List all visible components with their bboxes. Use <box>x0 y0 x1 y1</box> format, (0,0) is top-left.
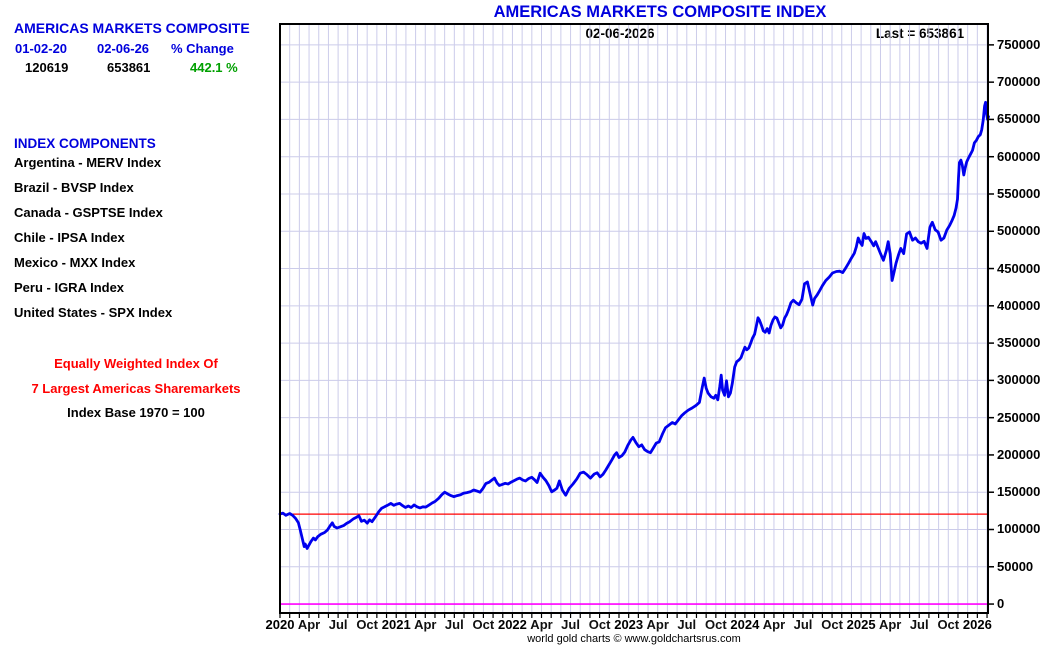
x-tick-label-month: Oct <box>472 617 495 632</box>
x-tick-label-year: 2021 <box>381 617 411 632</box>
y-tick-label: 350000 <box>997 335 1041 351</box>
x-tick-label-month: Apr <box>414 617 437 632</box>
panel-title: AMERICAS MARKETS COMPOSITE <box>14 20 250 36</box>
component-united-states: United States - SPX Index <box>14 305 173 320</box>
x-axis-labels: 2020 Apr Jul Oct 2021 Apr Jul Oct 2022 Apr Jul Oct 2… <box>266 617 1000 635</box>
start-value: 120619 <box>25 60 69 75</box>
y-tick-label: 600000 <box>997 148 1041 164</box>
y-tick-label: 450000 <box>997 260 1041 276</box>
x-tick-label-month: Oct <box>588 617 611 632</box>
x-tick-label-month: Apr <box>878 617 902 632</box>
x-tick-label-month: Oct <box>704 617 727 632</box>
y-tick-label: 300000 <box>997 372 1041 388</box>
component-argentina: Argentina - MERV Index <box>14 155 162 170</box>
x-tick-label-month: Jul <box>677 617 697 632</box>
pct-change-label: % Change <box>171 41 234 56</box>
plot-area <box>278 23 994 618</box>
x-tick-label-month: Jul <box>328 617 348 632</box>
note-equally-weighted: Equally Weighted Index Of <box>54 356 218 371</box>
end-date-label: 02-06-26 <box>97 41 150 56</box>
x-tick-label-month: Oct <box>821 617 843 632</box>
component-mexico: Mexico - MXX Index <box>14 255 136 270</box>
y-tick-label: 200000 <box>997 446 1041 462</box>
y-tick-label: 150000 <box>997 484 1041 500</box>
x-tick-label-year: 2025 <box>846 617 876 632</box>
plot-svg <box>278 23 994 618</box>
x-tick-label-month: Oct <box>937 617 960 632</box>
y-tick-label: 50000 <box>997 558 1034 574</box>
y-tick-label: 500000 <box>997 223 1041 239</box>
x-tick-label-year: 2026 <box>962 617 992 632</box>
pct-change-value: 442.1 % <box>190 60 238 75</box>
x-tick-label-year: 2023 <box>614 617 644 632</box>
y-axis-labels: 0 50000 100000 150000 200000 250000 300000 3500… <box>997 24 1050 613</box>
component-peru: Peru - IGRA Index <box>14 280 125 295</box>
end-value: 653861 <box>107 60 151 75</box>
x-tick-label-year: 2022 <box>497 617 527 632</box>
y-tick-label: 0 <box>997 596 1005 612</box>
y-tick-label: 250000 <box>997 409 1041 425</box>
x-tick-label-month: Jul <box>444 617 464 632</box>
footer-credit: world gold charts © www.goldchartsrus.co… <box>527 633 741 645</box>
y-tick-label: 100000 <box>997 521 1041 537</box>
start-date-label: 01-02-20 <box>15 41 68 56</box>
y-tick-label: 700000 <box>997 74 1041 90</box>
y-tick-label: 750000 <box>997 36 1041 52</box>
note-index-base: Index Base 1970 = 100 <box>67 405 205 420</box>
annotation-date: 02-06-2026 <box>585 26 655 41</box>
components-title: INDEX COMPONENTS <box>14 136 156 151</box>
x-tick-label-year: 2024 <box>730 617 760 632</box>
x-tick-label-month: Apr <box>646 617 669 632</box>
component-canada: Canada - GSPTSE Index <box>14 205 163 220</box>
note-sharemarkets: 7 Largest Americas Sharemarkets <box>31 381 241 396</box>
y-tick-label: 400000 <box>997 297 1041 313</box>
x-tick-label-year: 2020 <box>265 617 295 632</box>
y-tick-label: 650000 <box>997 111 1041 127</box>
index-line-series <box>278 100 990 550</box>
x-tick-label-month: Apr <box>530 617 553 632</box>
chart-title: AMERICAS MARKETS COMPOSITE INDEX <box>493 3 827 21</box>
component-brazil: Brazil - BVSP Index <box>14 180 134 195</box>
x-tick-label-month: Oct <box>356 617 378 632</box>
component-chile: Chile - IPSA Index <box>14 230 125 245</box>
x-tick-label-month: Jul <box>561 617 580 632</box>
x-tick-label-month: Jul <box>909 617 929 632</box>
y-tick-label: 550000 <box>997 185 1041 201</box>
x-tick-label-month: Apr <box>297 617 321 632</box>
x-tick-label-month: Apr <box>762 617 786 632</box>
annotation-last-value: Last = 653861 <box>875 26 965 41</box>
plot-border <box>279 23 989 614</box>
x-tick-label-month: Jul <box>793 617 813 632</box>
